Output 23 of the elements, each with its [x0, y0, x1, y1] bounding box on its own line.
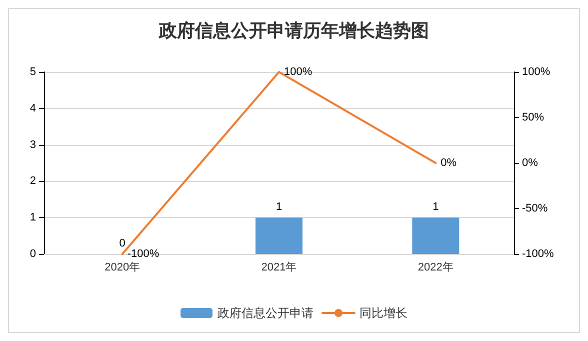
y-tick-label: 2 — [30, 175, 36, 188]
y2-tick-label: -100% — [522, 248, 554, 260]
legend-label: 政府信息公开申请 — [218, 306, 314, 320]
chart-title: 政府信息公开申请历年增长趋势图 — [158, 20, 429, 42]
y-tick-label: 1 — [30, 212, 36, 224]
legend-label: 同比增长 — [360, 306, 408, 320]
data-label: 1 — [432, 201, 439, 214]
y2-tick-label: 0% — [522, 157, 538, 169]
x-tick-label: 2022年 — [418, 262, 454, 274]
data-label: 0% — [440, 157, 457, 169]
y-tick-label: 4 — [30, 102, 36, 114]
y2-tick-label: 50% — [522, 112, 544, 124]
data-label: 100% — [284, 66, 312, 78]
data-label: -100% — [127, 248, 160, 260]
y-tick-label: 0 — [30, 248, 36, 260]
y2-tick-label: 100% — [522, 66, 550, 78]
x-tick-label: 2020年 — [104, 262, 140, 274]
data-label: 1 — [276, 201, 282, 214]
y2-tick-label: -50% — [522, 202, 548, 214]
y-tick-label: 3 — [30, 138, 36, 151]
x-tick-label: 2021年 — [261, 262, 297, 274]
y-tick-label: 5 — [30, 66, 36, 78]
data-label: 0 — [119, 238, 126, 250]
